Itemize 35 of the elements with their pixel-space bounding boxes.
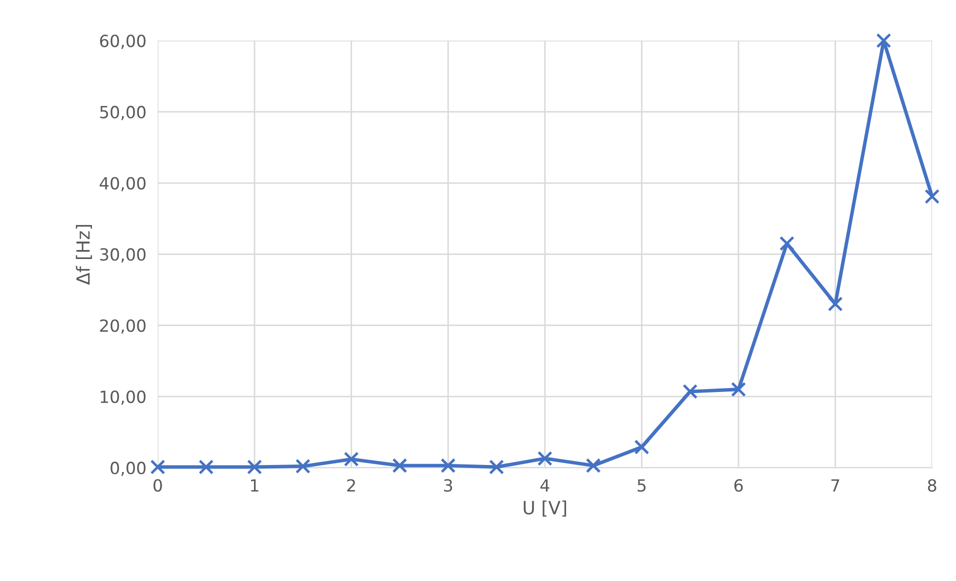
x-tick-label: 1	[251, 479, 258, 492]
x-tick-label: 5	[638, 479, 646, 492]
y-tick-label: 30,00	[100, 248, 146, 262]
x-tick-label: 4	[540, 479, 550, 492]
point	[876, 33, 892, 48]
point	[247, 459, 262, 474]
x-tick-label: 2	[347, 479, 355, 492]
point	[150, 459, 166, 474]
x-tick-label: 8	[928, 479, 936, 492]
point	[537, 450, 552, 466]
point	[344, 452, 359, 467]
x-axis-title: U [V]	[524, 500, 566, 517]
y-tick-label: 20,00	[100, 319, 146, 334]
x-tick-label: 7	[831, 479, 840, 492]
y-axis-title: Δf [Hz]	[76, 224, 92, 285]
point	[779, 236, 794, 252]
x-tick-label: 3	[444, 479, 452, 492]
point	[924, 189, 940, 204]
y-tick-label: 0,00	[110, 462, 146, 476]
point	[198, 459, 214, 474]
point	[828, 296, 843, 312]
x-tick-label: 0	[154, 479, 162, 492]
point	[392, 458, 408, 474]
x-tick-label: 6	[734, 479, 743, 492]
point	[634, 440, 650, 455]
point	[586, 458, 601, 474]
y-tick-label: 50,00	[100, 106, 146, 120]
y-tick-label: 10,00	[100, 390, 146, 405]
point	[731, 382, 746, 397]
point	[440, 458, 456, 474]
y-tick-label: 60,00	[100, 34, 146, 49]
point	[489, 459, 504, 474]
y-tick-label: 40,00	[100, 176, 146, 192]
point	[682, 384, 698, 400]
point	[295, 458, 310, 474]
